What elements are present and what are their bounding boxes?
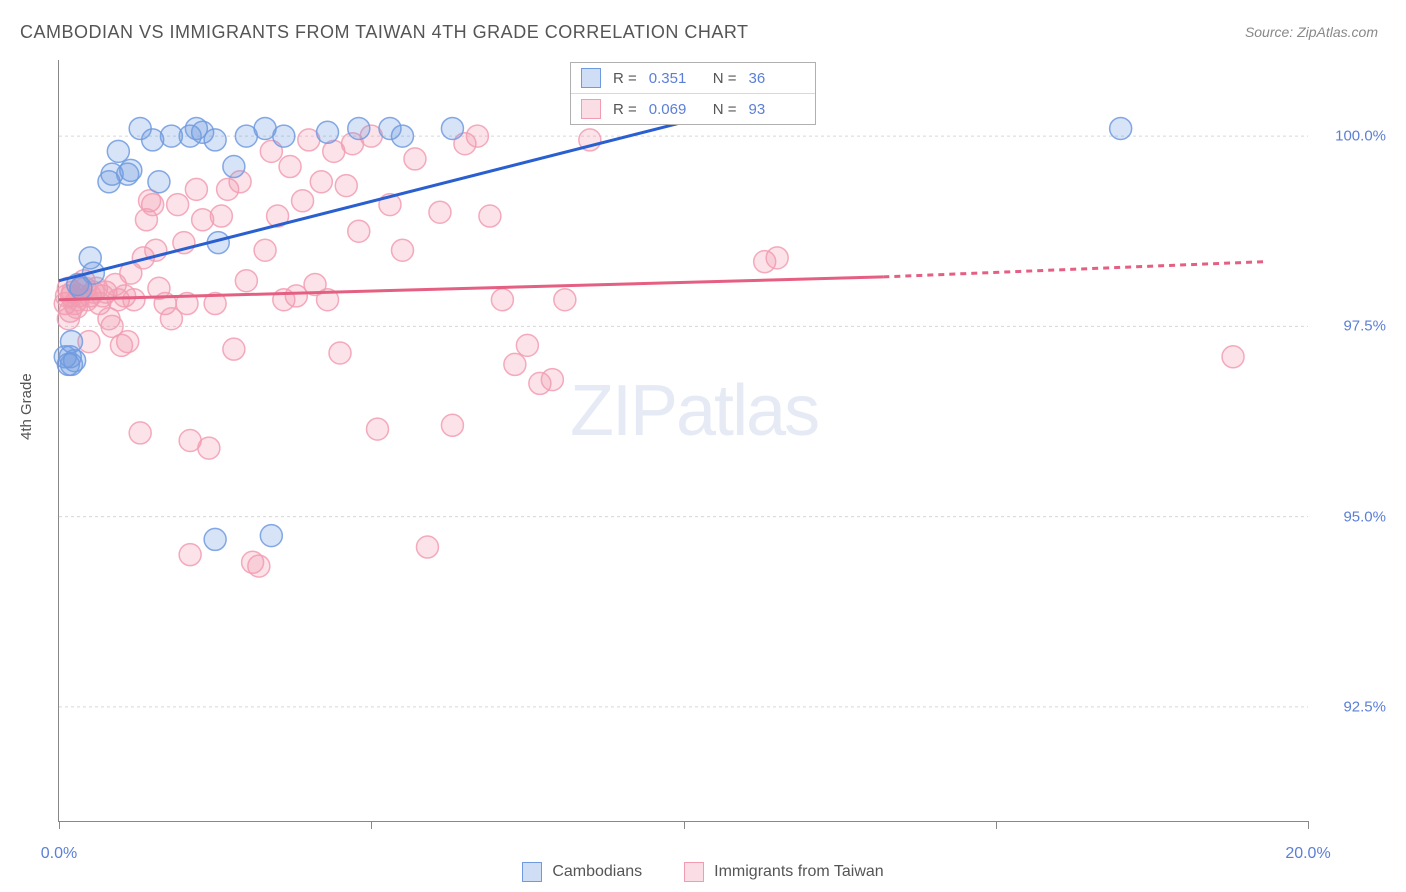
r-label: R = [613, 70, 637, 87]
n-value-cambodian: 36 [749, 70, 801, 87]
y-tick-label: 95.0% [1343, 508, 1386, 525]
x-tick [1308, 821, 1309, 829]
swatch-taiwan [581, 99, 601, 119]
y-tick-label: 100.0% [1335, 128, 1386, 145]
chart-title: CAMBODIAN VS IMMIGRANTS FROM TAIWAN 4TH … [20, 22, 749, 43]
n-value-taiwan: 93 [749, 101, 801, 118]
r-label: R = [613, 101, 637, 118]
legend-item-cambodian: Cambodians [522, 862, 642, 882]
n-label: N = [713, 70, 737, 87]
plot-area: 92.5%95.0%97.5%100.0%0.0%20.0% [58, 60, 1308, 822]
bottom-legend: Cambodians Immigrants from Taiwan [0, 862, 1406, 882]
y-tick-label: 97.5% [1343, 318, 1386, 335]
stat-legend: R = 0.351 N = 36 R = 0.069 N = 93 [570, 62, 816, 125]
n-label: N = [713, 101, 737, 118]
x-tick [59, 821, 60, 829]
legend-label-taiwan: Immigrants from Taiwan [714, 863, 884, 881]
y-axis-label: 4th Grade [18, 373, 35, 440]
x-tick [684, 821, 685, 829]
r-value-taiwan: 0.069 [649, 101, 701, 118]
source-attribution: Source: ZipAtlas.com [1245, 24, 1378, 40]
scatter-svg [59, 60, 1308, 821]
x-tick-label: 0.0% [41, 845, 77, 863]
x-tick-label: 20.0% [1285, 845, 1330, 863]
stat-row-cambodian: R = 0.351 N = 36 [571, 63, 815, 93]
y-tick-label: 92.5% [1343, 698, 1386, 715]
swatch-taiwan [684, 862, 704, 882]
r-value-cambodian: 0.351 [649, 70, 701, 87]
legend-label-cambodian: Cambodians [552, 863, 642, 881]
x-tick [996, 821, 997, 829]
swatch-cambodian [581, 68, 601, 88]
swatch-cambodian [522, 862, 542, 882]
stat-row-taiwan: R = 0.069 N = 93 [571, 93, 815, 124]
legend-item-taiwan: Immigrants from Taiwan [684, 862, 884, 882]
x-tick [371, 821, 372, 829]
